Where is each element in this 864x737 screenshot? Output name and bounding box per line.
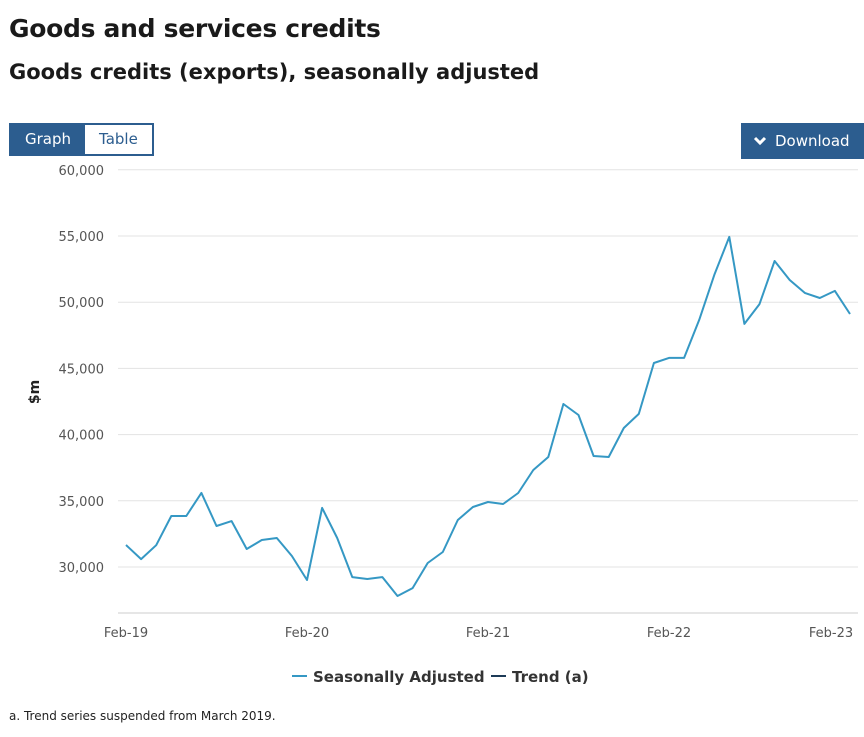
legend-label-trend: Trend (a) [512,668,589,686]
chart-subtitle: Goods credits (exports), seasonally adju… [9,60,540,84]
x-tick-label: Feb-22 [647,626,691,641]
y-tick-label: 45,000 [59,362,105,377]
x-tick-label: Feb-23 [809,626,853,641]
y-tick-label: 40,000 [59,429,105,444]
footnote: a. Trend series suspended from March 201… [9,709,276,723]
x-tick-label: Feb-19 [104,626,148,641]
y-tick-label: 60,000 [59,164,105,179]
download-label: Download [775,132,850,150]
chevron-down-icon [753,136,767,146]
y-tick-label: 50,000 [59,296,105,311]
series-line-seasonally-adjusted [125,235,851,597]
page-title: Goods and services credits [9,14,381,43]
y-axis-label: $m [27,380,43,404]
download-button[interactable]: Download [741,123,864,159]
line-chart: 30,000 35,000 40,000 45,000 50,000 55,000 60,0… [27,164,858,686]
y-tick-label: 30,000 [59,561,105,576]
x-tick-label: Feb-20 [285,626,329,641]
tab-graph[interactable]: Graph [11,125,86,154]
x-tick-label: Feb-21 [466,626,510,641]
y-tick-label: 35,000 [59,495,105,510]
tab-table[interactable]: Table [85,125,152,154]
y-tick-label: 55,000 [59,230,105,245]
legend-label-seasonally-adjusted: Seasonally Adjusted [313,668,485,686]
view-toggle: Graph Table [9,123,154,156]
